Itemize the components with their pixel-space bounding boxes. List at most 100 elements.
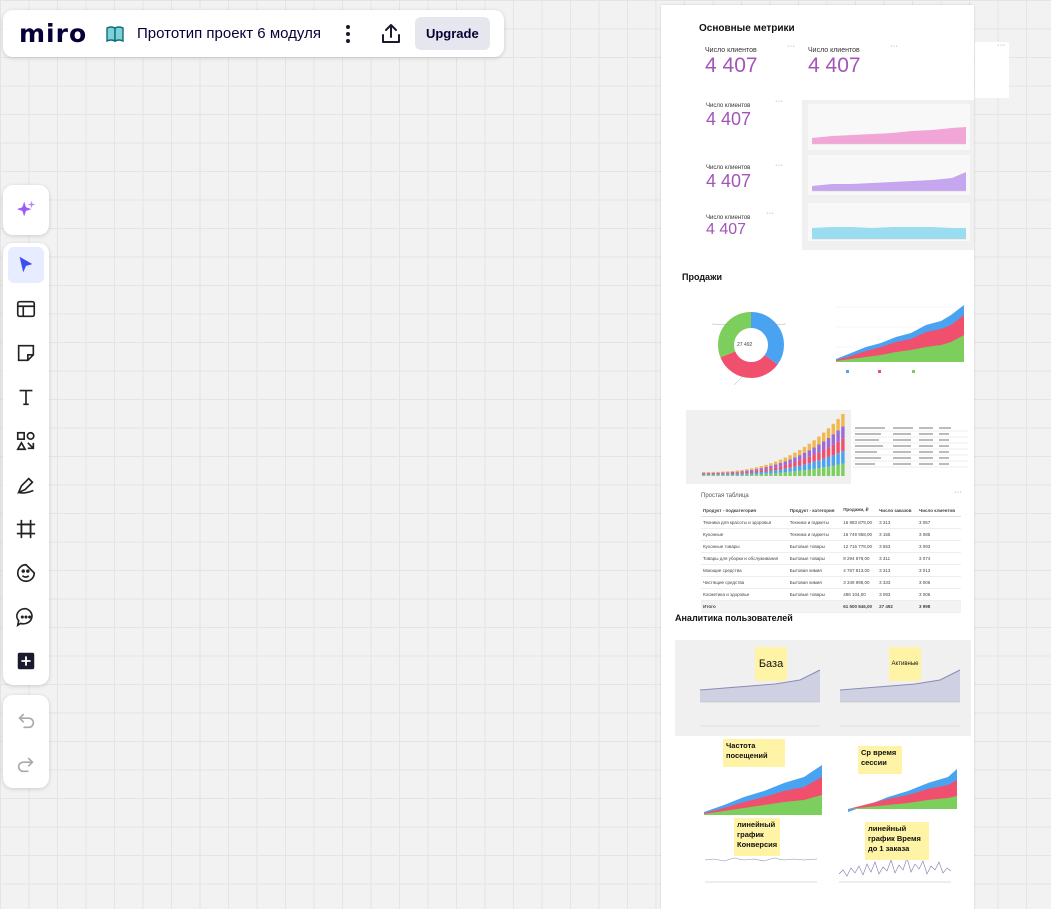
comment-tool[interactable]	[8, 599, 44, 635]
users-line-charts[interactable]	[675, 640, 971, 736]
donut-chart[interactable]: 27 492	[686, 295, 816, 395]
card-menu-icon[interactable]: ···	[775, 162, 784, 169]
table-cell: 3 057	[917, 516, 961, 529]
sticky-note[interactable]: База	[755, 647, 787, 681]
frame-tool[interactable]	[8, 511, 44, 547]
bar-segment	[721, 471, 725, 473]
metric-card[interactable]: Число клиентов 4 407	[705, 47, 758, 77]
table-menu-icon[interactable]: ···	[954, 489, 963, 496]
bar-segment	[778, 472, 783, 476]
table-cell: Товары для уборки и обслуживания	[701, 552, 788, 565]
main-toolbar	[3, 243, 49, 685]
table-cell: Бытовые товары	[787, 540, 842, 553]
bar-segment	[802, 446, 807, 453]
templates-tool[interactable]	[8, 291, 44, 327]
line-chart-conversion[interactable]	[699, 840, 824, 890]
card-menu-icon[interactable]: ···	[787, 43, 796, 50]
bar-segment	[750, 471, 754, 473]
upgrade-button[interactable]: Upgrade	[414, 17, 490, 50]
bar-segment	[711, 475, 715, 476]
share-upload-icon[interactable]	[379, 22, 403, 46]
table-cell: 12 715 778,00	[841, 540, 878, 553]
table-header-cell: Продажи, ₽	[841, 504, 878, 517]
bar-segment	[831, 444, 835, 456]
more-icon[interactable]	[343, 24, 353, 43]
bar-segment	[817, 444, 821, 453]
bar-segment	[735, 473, 739, 475]
card-menu-icon[interactable]: ···	[766, 210, 775, 217]
board-title[interactable]: Прототип проект 6 модуля	[137, 25, 321, 42]
sticky-note[interactable]: Активные	[889, 647, 921, 681]
shapes-icon	[16, 431, 35, 451]
stacked-area-chart[interactable]	[826, 287, 966, 382]
bar-segment	[726, 473, 730, 475]
area-chart-frequency[interactable]	[689, 747, 827, 832]
area-charts-panel[interactable]	[802, 100, 974, 250]
bar-segment	[778, 469, 783, 473]
bar-segment	[711, 471, 715, 473]
templates-icon	[16, 300, 36, 318]
undo-button[interactable]	[8, 702, 44, 738]
bar-segment	[702, 475, 706, 476]
sticky-note[interactable]: линейный график Время до 1 заказа	[865, 822, 929, 860]
metric-card[interactable]: Число клиентов 4 407	[706, 103, 752, 129]
line-chart-first-order[interactable]	[833, 840, 958, 890]
bar-segment	[826, 428, 831, 438]
table-row: Кухонные товары Бытовые товары 12 715 778,…	[701, 540, 961, 553]
users-line-graphic	[699, 669, 961, 727]
miro-logo[interactable]: miro	[19, 19, 88, 48]
bar-segment	[764, 467, 768, 470]
bar-segment	[750, 472, 754, 475]
side-widget[interactable]: ···	[975, 42, 1009, 98]
bar-segment	[788, 455, 792, 460]
card-menu-icon[interactable]: ···	[775, 98, 784, 105]
stickers-tool[interactable]	[8, 555, 44, 591]
stacked-bar-chart[interactable]	[686, 410, 851, 484]
area-chart-session[interactable]	[833, 747, 971, 832]
table-row: Косметика и здоровье Бытовые товары 498 10…	[701, 588, 961, 601]
card-menu-icon[interactable]: ···	[890, 43, 899, 50]
sticky-note[interactable]: линейный график Конверсия	[734, 818, 780, 856]
table-cell: Бытовые товары	[787, 588, 842, 601]
table-row: Кухонные Техника и гаджеты 16 749 958,00 3 …	[701, 528, 961, 541]
widget-menu-icon[interactable]: ···	[997, 42, 1006, 49]
select-tool[interactable]	[8, 247, 44, 283]
metric-card[interactable]: Число клиентов 4 407	[706, 165, 752, 191]
add-more-icon	[17, 652, 35, 670]
bar-segment	[774, 470, 778, 474]
bar-segment	[826, 466, 831, 476]
bar-segment	[769, 470, 773, 474]
bar-segment	[740, 471, 744, 473]
ai-assist-button[interactable]	[8, 192, 44, 228]
sticky-note-tool[interactable]	[8, 335, 44, 371]
bar-segment	[802, 458, 807, 465]
mini-pivot-table[interactable]	[853, 423, 968, 471]
dashboard-frame[interactable]: Основные метрики Число клиентов 4 407 ··…	[661, 5, 974, 909]
bar-segment	[745, 469, 749, 471]
bar-segment	[735, 471, 739, 473]
bar-segment	[702, 472, 706, 473]
sticky-note[interactable]: Частота посещений	[723, 739, 785, 767]
bar-segment	[831, 423, 835, 435]
text-tool[interactable]	[8, 379, 44, 415]
redo-button[interactable]	[8, 746, 44, 782]
add-more-tool[interactable]	[8, 643, 44, 679]
bar-segment	[831, 434, 835, 445]
metric-card[interactable]: Число клиентов 4 407	[706, 215, 751, 238]
shapes-tool[interactable]	[8, 423, 44, 459]
simple-table[interactable]: Продукт - подкатегория Продукт - категори…	[701, 504, 961, 613]
bar-segment	[759, 470, 763, 473]
metric-card[interactable]: Число клиентов 4 407	[808, 47, 861, 77]
stickers-icon	[16, 563, 36, 583]
book-icon[interactable]	[105, 24, 125, 44]
bar-segment	[793, 466, 797, 472]
sticky-note[interactable]: Ср время сессии	[858, 746, 902, 774]
bar-segment	[793, 462, 797, 467]
bar-segment	[841, 463, 845, 476]
bar-segment	[716, 475, 720, 476]
bar-segment	[711, 474, 715, 476]
bar-segment	[812, 440, 816, 448]
pen-tool[interactable]	[8, 467, 44, 503]
table-cell: 3 006	[917, 588, 961, 601]
bar-segment	[841, 414, 845, 427]
